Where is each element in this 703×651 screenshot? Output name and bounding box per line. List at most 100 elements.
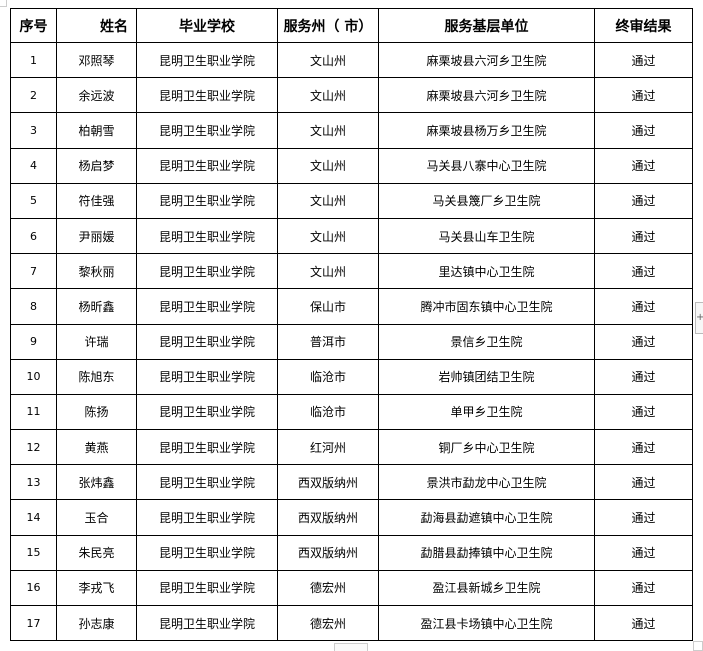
cell-prefecture: 西双版纳州: [277, 499, 379, 536]
table-row: 17 孙志康 昆明卫生职业学院 德宏州 盈江县卡场镇中心卫生院 通过: [10, 604, 693, 642]
cell-unit: 铜厂乡中心卫生院: [378, 429, 595, 466]
cell-school: 昆明卫生职业学院: [136, 429, 278, 466]
cell-index: 3: [10, 112, 57, 149]
cell-prefecture: 文山州: [277, 182, 379, 219]
cell-index: 12: [10, 429, 57, 466]
cell-result: 通过: [594, 534, 693, 571]
table-row: 16 李戎飞 昆明卫生职业学院 德宏州 盈江县新城乡卫生院 通过: [10, 569, 693, 607]
cell-index: 9: [10, 323, 57, 360]
header-index: 序号: [10, 8, 57, 43]
add-row-handle[interactable]: [334, 643, 368, 651]
cell-name: 朱民亮: [56, 534, 137, 571]
cell-name: 杨启梦: [56, 147, 137, 184]
cell-school: 昆明卫生职业学院: [136, 534, 278, 571]
header-row: 序号 姓名 毕业学校 服务州（ 市） 服务基层单位 终审结果: [10, 8, 693, 43]
cell-prefecture: 普洱市: [277, 323, 379, 360]
table-row: 2 余远波 昆明卫生职业学院 文山州 麻栗坡县六河乡卫生院 通过: [10, 77, 693, 114]
cell-unit: 勐腊县勐捧镇中心卫生院: [378, 534, 595, 571]
cell-prefecture: 文山州: [277, 217, 379, 255]
table-row: 15 朱民亮 昆明卫生职业学院 西双版纳州 勐腊县勐捧镇中心卫生院 通过: [10, 534, 693, 571]
cell-index: 6: [10, 217, 57, 255]
cell-unit: 麻栗坡县六河乡卫生院: [378, 41, 595, 79]
header-unit: 服务基层单位: [378, 8, 595, 43]
results-table: 序号 姓名 毕业学校 服务州（ 市） 服务基层单位 终审结果 1 邓照琴 昆明卫生职…: [10, 8, 693, 642]
cell-unit: 岩帅镇团结卫生院: [378, 358, 595, 395]
cell-name: 余远波: [56, 77, 137, 114]
cell-name: 孙志康: [56, 604, 137, 642]
cell-result: 通过: [594, 393, 693, 431]
cell-prefecture: 西双版纳州: [277, 464, 379, 501]
cell-index: 10: [10, 358, 57, 395]
table-row: 5 符佳强 昆明卫生职业学院 文山州 马关县篾厂乡卫生院 通过: [10, 182, 693, 219]
cell-unit: 盈江县卡场镇中心卫生院: [378, 604, 595, 642]
cell-school: 昆明卫生职业学院: [136, 253, 278, 290]
cell-unit: 勐海县勐遮镇中心卫生院: [378, 499, 595, 536]
cell-index: 7: [10, 253, 57, 290]
header-prefecture: 服务州（ 市）: [277, 8, 379, 43]
cell-index: 1: [10, 41, 57, 79]
cell-school: 昆明卫生职业学院: [136, 288, 278, 325]
table-select-handle[interactable]: [0, 0, 7, 7]
cell-unit: 麻栗坡县六河乡卫生院: [378, 77, 595, 114]
cell-school: 昆明卫生职业学院: [136, 604, 278, 642]
cell-name: 陈旭东: [56, 358, 137, 395]
cell-school: 昆明卫生职业学院: [136, 182, 278, 219]
table-row: 8 杨昕鑫 昆明卫生职业学院 保山市 腾冲市固东镇中心卫生院 通过: [10, 288, 693, 325]
cell-name: 尹丽媛: [56, 217, 137, 255]
header-result: 终审结果: [594, 8, 693, 43]
cell-unit: 景信乡卫生院: [378, 323, 595, 360]
cell-prefecture: 德宏州: [277, 569, 379, 607]
cell-result: 通过: [594, 112, 693, 149]
cell-result: 通过: [594, 41, 693, 79]
cell-unit: 马关县八寨中心卫生院: [378, 147, 595, 184]
table-row: 6 尹丽媛 昆明卫生职业学院 文山州 马关县山车卫生院 通过: [10, 217, 693, 255]
cell-index: 5: [10, 182, 57, 219]
cell-school: 昆明卫生职业学院: [136, 112, 278, 149]
cell-prefecture: 临沧市: [277, 393, 379, 431]
cell-prefecture: 文山州: [277, 77, 379, 114]
cell-index: 13: [10, 464, 57, 501]
cell-prefecture: 文山州: [277, 112, 379, 149]
cell-result: 通过: [594, 464, 693, 501]
cell-school: 昆明卫生职业学院: [136, 217, 278, 255]
cell-result: 通过: [594, 182, 693, 219]
cell-school: 昆明卫生职业学院: [136, 77, 278, 114]
cell-result: 通过: [594, 217, 693, 255]
cell-result: 通过: [594, 604, 693, 642]
table-row: 11 陈扬 昆明卫生职业学院 临沧市 单甲乡卫生院 通过: [10, 393, 693, 431]
cell-result: 通过: [594, 147, 693, 184]
add-column-icon[interactable]: +: [695, 302, 703, 334]
cell-unit: 马关县山车卫生院: [378, 217, 595, 255]
cell-unit: 麻栗坡县杨万乡卫生院: [378, 112, 595, 149]
cell-result: 通过: [594, 323, 693, 360]
cell-unit: 马关县篾厂乡卫生院: [378, 182, 595, 219]
cell-result: 通过: [594, 429, 693, 466]
cell-result: 通过: [594, 499, 693, 536]
cell-prefecture: 保山市: [277, 288, 379, 325]
cell-result: 通过: [594, 569, 693, 607]
cell-index: 14: [10, 499, 57, 536]
cell-name: 邓照琴: [56, 41, 137, 79]
table-row: 1 邓照琴 昆明卫生职业学院 文山州 麻栗坡县六河乡卫生院 通过: [10, 41, 693, 79]
cell-result: 通过: [594, 358, 693, 395]
cell-index: 15: [10, 534, 57, 571]
cell-name: 杨昕鑫: [56, 288, 137, 325]
cell-name: 陈扬: [56, 393, 137, 431]
cell-unit: 单甲乡卫生院: [378, 393, 595, 431]
cell-name: 黄燕: [56, 429, 137, 466]
table-row: 12 黄燕 昆明卫生职业学院 红河州 铜厂乡中心卫生院 通过: [10, 429, 693, 466]
table-row: 10 陈旭东 昆明卫生职业学院 临沧市 岩帅镇团结卫生院 通过: [10, 358, 693, 395]
cell-index: 2: [10, 77, 57, 114]
cell-name: 柏朝雪: [56, 112, 137, 149]
header-name: 姓名: [56, 8, 137, 43]
cell-result: 通过: [594, 288, 693, 325]
table-row: 7 黎秋丽 昆明卫生职业学院 文山州 里达镇中心卫生院 通过: [10, 253, 693, 290]
cell-index: 16: [10, 569, 57, 607]
cell-school: 昆明卫生职业学院: [136, 499, 278, 536]
cell-prefecture: 文山州: [277, 41, 379, 79]
cell-index: 11: [10, 393, 57, 431]
cell-result: 通过: [594, 253, 693, 290]
cell-unit: 腾冲市固东镇中心卫生院: [378, 288, 595, 325]
cell-school: 昆明卫生职业学院: [136, 393, 278, 431]
cell-school: 昆明卫生职业学院: [136, 323, 278, 360]
